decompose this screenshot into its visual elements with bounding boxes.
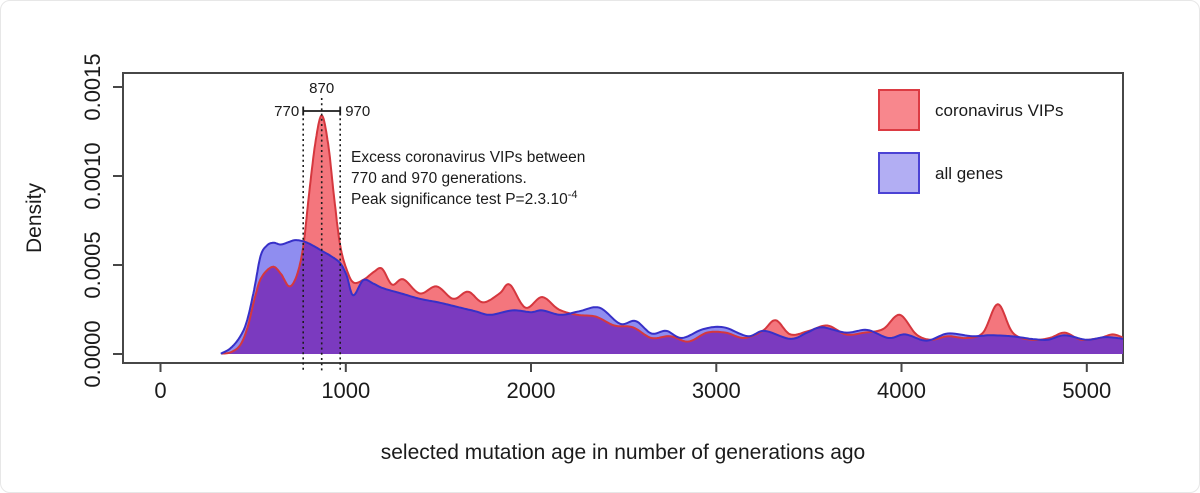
y-axis-title: Density bbox=[23, 182, 46, 253]
vips-density-curve bbox=[221, 114, 1123, 355]
range-bracket bbox=[302, 106, 342, 116]
peak-marker-lines bbox=[302, 98, 342, 371]
note-line-3: Peak significance test P=2.3.10-4 bbox=[351, 189, 578, 208]
density-curves-group bbox=[220, 114, 1123, 355]
y-tick-label: 0.0005 bbox=[80, 231, 105, 298]
peak-range-annotation: 870 770 970 bbox=[274, 80, 370, 120]
x-tick-label: 0 bbox=[154, 378, 166, 403]
note-line-2: 770 and 970 generations. bbox=[351, 170, 527, 187]
range-right-label: 970 bbox=[345, 103, 370, 120]
x-tick-label: 1000 bbox=[321, 378, 370, 403]
y-tick-label: 0.0000 bbox=[80, 320, 105, 387]
x-axis-title: selected mutation age in number of gener… bbox=[381, 441, 866, 464]
overlap-density-area bbox=[221, 241, 1123, 354]
note-line-3-superscript: -4 bbox=[568, 189, 578, 201]
y-tick-label: 0.0010 bbox=[80, 142, 105, 209]
legend-swatch-all-genes bbox=[878, 152, 920, 194]
legend-swatch-coronavirus-vips bbox=[878, 89, 920, 131]
y-axis: 0.0000 0.0005 0.0010 0.0015 bbox=[80, 53, 123, 388]
x-tick-label: 3000 bbox=[692, 378, 741, 403]
range-left-label: 770 bbox=[274, 103, 299, 120]
legend-label-all-genes: all genes bbox=[935, 164, 1003, 183]
peak-value-label: 870 bbox=[309, 80, 334, 97]
legend: coronavirus VIPs all genes bbox=[878, 89, 1064, 194]
x-tick-label: 2000 bbox=[507, 378, 556, 403]
x-tick-label: 4000 bbox=[877, 378, 926, 403]
legend-label-coronavirus-vips: coronavirus VIPs bbox=[935, 101, 1064, 120]
plot-border bbox=[122, 72, 1124, 364]
significance-note: Excess coronavirus VIPs between 770 and … bbox=[351, 149, 585, 208]
note-line-1: Excess coronavirus VIPs between bbox=[351, 149, 585, 166]
note-line-3-base: Peak significance test P=2.3.10 bbox=[351, 191, 568, 208]
all-genes-density-curve bbox=[220, 239, 1123, 355]
x-axis: 0 1000 2000 3000 4000 5000 bbox=[154, 363, 1111, 403]
x-tick-label: 5000 bbox=[1062, 378, 1111, 403]
y-tick-label: 0.0015 bbox=[80, 53, 105, 120]
